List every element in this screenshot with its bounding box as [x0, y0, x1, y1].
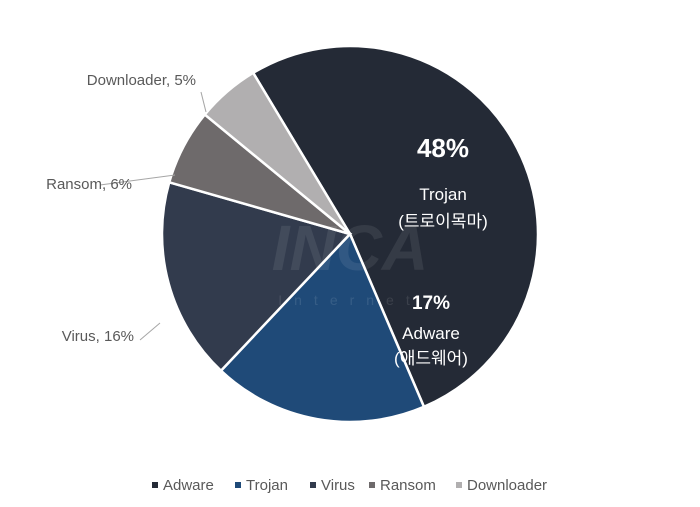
leader-line-downloader: [200, 91, 207, 113]
leader-line-ransom: [99, 174, 176, 186]
legend-swatch-virus: [310, 482, 316, 488]
slice-subname-trojan: (트로이목마): [398, 212, 488, 231]
legend-label-virus: Virus: [321, 477, 355, 494]
slice-label-virus: Virus, 16%: [62, 328, 134, 345]
legend-swatch-trojan: [235, 482, 241, 488]
slice-percent-trojan: 48%: [417, 133, 469, 163]
inca-watermark-logo: INCA Internet: [272, 212, 428, 308]
legend-label-trojan: Trojan: [246, 477, 288, 494]
slice-name-trojan: Trojan: [419, 185, 467, 204]
pie-slice-downloader: [203, 71, 352, 235]
slice-label-downloader: Downloader, 5%: [87, 72, 196, 89]
watermark-sub-text: Internet: [278, 292, 421, 308]
slice-percent-adware: 17%: [412, 293, 450, 314]
slices-group: [160, 44, 540, 424]
pie-slice-trojan: [251, 44, 540, 409]
slice-subname-adware: (애드웨어): [394, 349, 468, 368]
legend-label-adware: Adware: [163, 477, 214, 494]
legend-label-ransom: Ransom: [380, 477, 436, 494]
slice-label-ransom: Ransom, 6%: [46, 176, 132, 193]
leader-line-virus: [139, 322, 161, 341]
watermark-logo-text: INCA: [272, 212, 428, 284]
slice-name-adware: Adware: [402, 324, 460, 343]
slice-labels: 48% Trojan (트로이목마) 17% Adware (애드웨어) Virus, 16…: [46, 72, 488, 368]
legend: Adware Trojan Virus Ransom Downloader: [152, 477, 547, 494]
legend-swatch-adware: [152, 482, 158, 488]
pie-slice-adware: [219, 231, 426, 424]
legend-swatch-downloader: [456, 482, 462, 488]
leader-lines: [99, 91, 207, 341]
legend-swatch-ransom: [369, 482, 375, 488]
pie-slice-virus: [160, 180, 353, 373]
legend-label-downloader: Downloader: [467, 477, 547, 494]
